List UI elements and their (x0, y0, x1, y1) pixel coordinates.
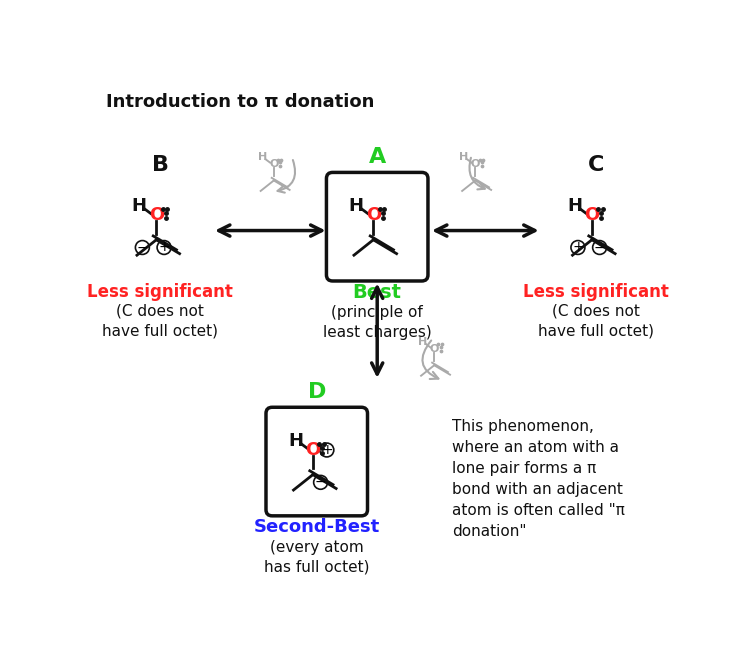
Text: (every atom
has full octet): (every atom has full octet) (264, 540, 369, 575)
Text: (principle of
least charges): (principle of least charges) (323, 306, 431, 340)
Text: +: + (321, 443, 333, 457)
Text: H: H (132, 197, 146, 215)
Text: O: O (305, 441, 320, 459)
Text: Less significant: Less significant (523, 283, 669, 301)
Text: O: O (149, 206, 164, 224)
Text: H: H (258, 153, 267, 162)
Text: Introduction to π donation: Introduction to π donation (106, 93, 375, 111)
Text: A: A (369, 147, 386, 168)
Text: −: − (137, 241, 148, 255)
Text: B: B (152, 155, 169, 175)
Text: C: C (587, 155, 604, 175)
Text: H: H (567, 197, 582, 215)
Text: +: + (572, 241, 584, 255)
Text: +: + (158, 241, 170, 255)
Text: O: O (366, 206, 381, 224)
Text: O: O (470, 159, 480, 169)
Text: O: O (269, 159, 278, 169)
FancyBboxPatch shape (266, 407, 367, 516)
Text: H: H (459, 153, 468, 162)
Text: O: O (584, 206, 600, 224)
Text: Best: Best (353, 283, 402, 302)
Text: −: − (594, 241, 606, 255)
Text: (C does not
have full octet): (C does not have full octet) (538, 304, 654, 338)
FancyBboxPatch shape (327, 172, 428, 281)
Text: (C does not
have full octet): (C does not have full octet) (102, 304, 218, 338)
Text: H: H (349, 197, 364, 215)
Text: H: H (418, 337, 428, 347)
Text: This phenomenon,
where an atom with a
lone pair forms a π
bond with an adjacent
: This phenomenon, where an atom with a lo… (453, 419, 626, 539)
Text: −: − (315, 475, 327, 489)
Text: O: O (430, 344, 439, 354)
Text: Less significant: Less significant (88, 283, 233, 301)
Text: D: D (308, 383, 326, 402)
Text: H: H (289, 431, 303, 450)
Text: Second-Best: Second-Best (254, 518, 380, 536)
